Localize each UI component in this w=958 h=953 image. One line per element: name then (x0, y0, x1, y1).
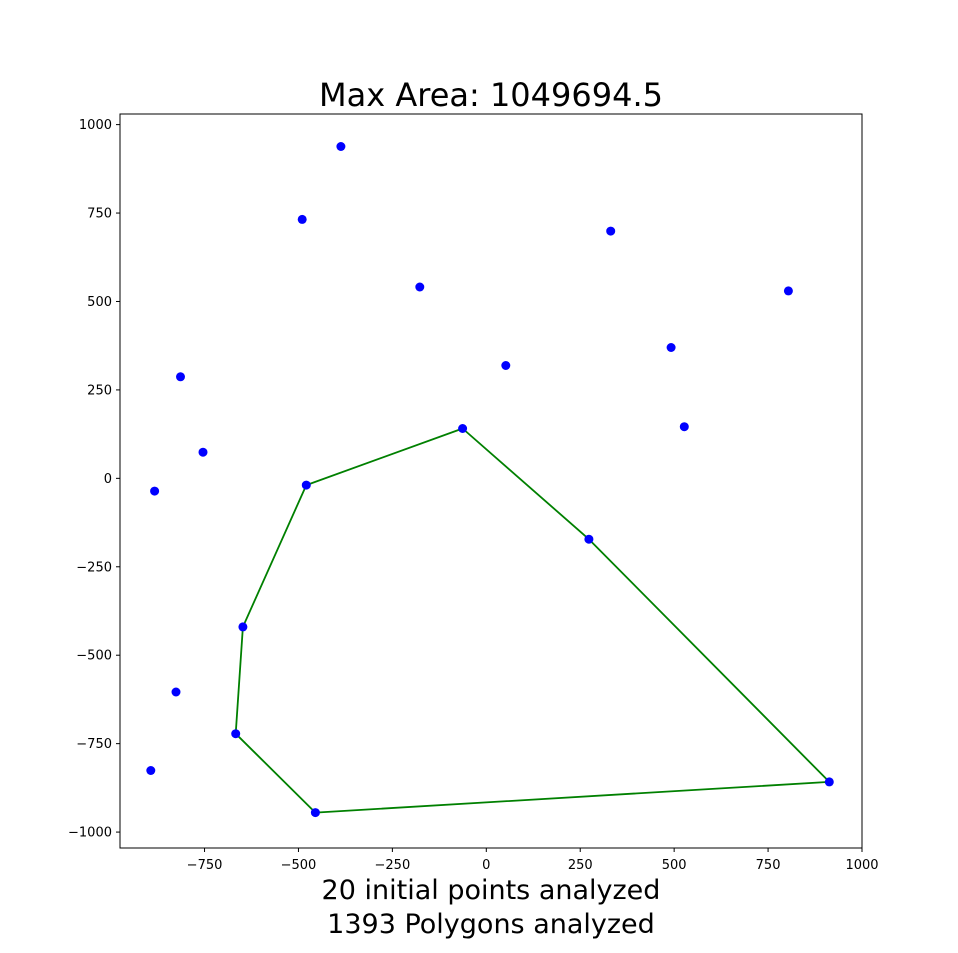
xlabel-line-1: 20 initial points analyzed (322, 875, 661, 906)
data-point-17 (824, 777, 834, 787)
data-point-0 (336, 142, 346, 151)
polygon-layer (234, 427, 831, 814)
data-point-16 (310, 808, 320, 818)
data-point-1 (297, 214, 307, 224)
data-point-7 (679, 422, 689, 432)
data-point-3 (606, 226, 616, 236)
data-point-14 (238, 622, 248, 632)
data-point-9 (198, 447, 208, 457)
x-tick-label-5: 500 (662, 858, 687, 873)
data-point-18 (171, 687, 181, 697)
y-tick-label-5: 250 (87, 383, 112, 398)
y-tick-label-7: 750 (87, 207, 112, 222)
data-point-12 (301, 480, 311, 490)
y-tick-label-2: −500 (76, 649, 112, 664)
data-point-5 (666, 343, 676, 352)
x-tick-label-3: 0 (482, 858, 490, 873)
y-tick-label-0: −1000 (68, 826, 112, 841)
y-tick-label-4: 0 (104, 472, 112, 487)
x-tick-label-0: −750 (187, 858, 223, 873)
x-tick-label-2: −250 (375, 858, 411, 873)
x-tick-label-7: 1000 (845, 858, 878, 873)
x-tick-label-6: 750 (756, 858, 781, 873)
data-point-10 (150, 486, 160, 496)
data-point-19 (146, 766, 156, 775)
data-point-8 (176, 372, 185, 382)
data-point-15 (231, 729, 241, 739)
data-point-13 (584, 534, 594, 544)
axes-frame (119, 113, 863, 849)
x-tick-label-4: 250 (568, 858, 593, 873)
max-area-polygon (234, 427, 831, 814)
data-point-2 (415, 282, 425, 292)
xlabel-line-2: 1393 Polygons analyzed (327, 909, 655, 940)
y-tick-label-1: −750 (76, 737, 112, 752)
x-axis: −750 −500 −250 0 250 500 750 1000 (187, 848, 879, 873)
y-tick-label-8: 1000 (79, 118, 112, 133)
y-tick-label-3: −250 (76, 560, 112, 575)
x-tick-label-1: −500 (281, 858, 317, 873)
points-layer (146, 142, 834, 818)
data-point-11 (458, 424, 468, 433)
plot-area (146, 142, 834, 818)
data-point-4 (783, 286, 793, 296)
y-tick-label-6: 500 (87, 295, 112, 310)
data-point-6 (501, 361, 511, 370)
chart-title: Max Area: 1049694.5 (319, 76, 663, 114)
y-axis: −1000 −750 −500 −250 0 250 500 750 1000 (68, 118, 120, 841)
